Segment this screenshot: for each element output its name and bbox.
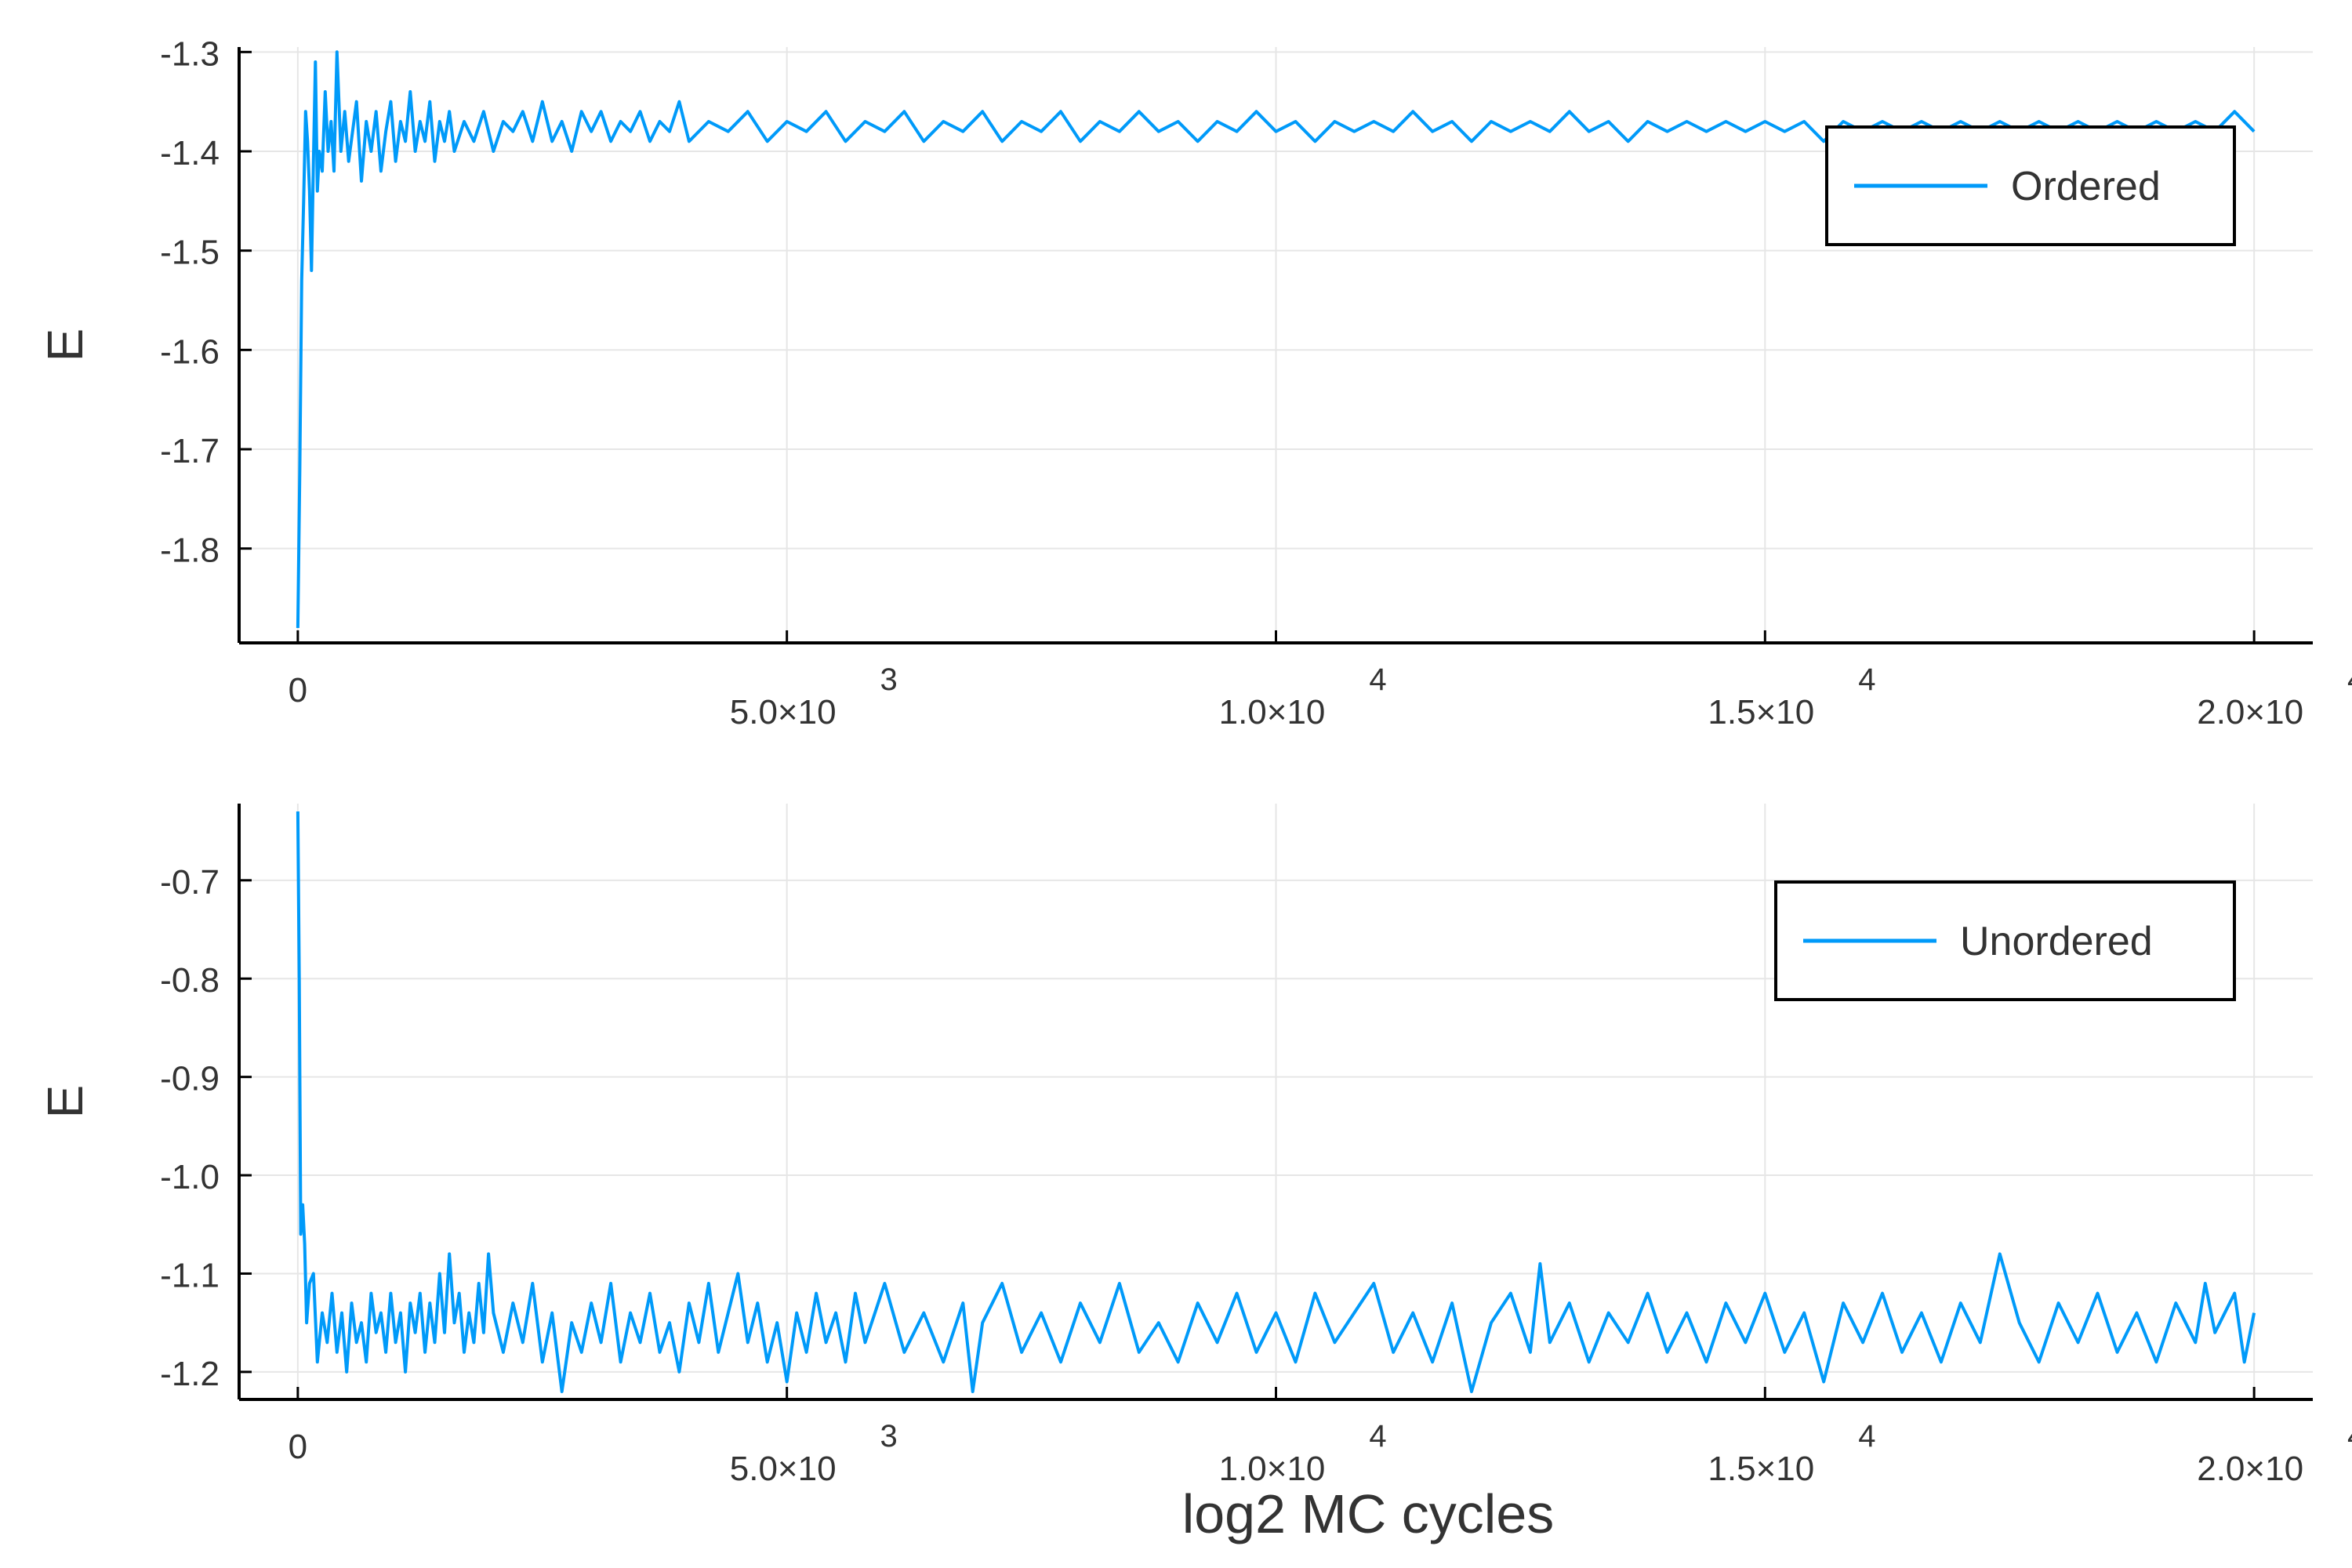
x-tick-exponent: 4 [1858, 662, 1875, 697]
y-tick-label: -0.8 [160, 961, 220, 1000]
x-tick-exponent: 4 [2347, 662, 2352, 697]
y-tick-label: -1.5 [160, 234, 220, 272]
y-tick-label: -1.1 [160, 1256, 220, 1294]
y-tick-label: -1.6 [160, 332, 220, 371]
panel-2: -0.7 -0.8 -0.9 -1.0 -1.1 -1.2 0 5.0×10 3 1.0×10 4 1… [37, 804, 2352, 1488]
x-axis-title: log2 MC cycles [1182, 1483, 1555, 1544]
x-tick-label: 2.0×10 [2197, 693, 2303, 731]
panels: -1.3 -1.4 -1.5 -1.6 -1.7 -1.8 0 5.0×10 3 1.0×10 4 1… [37, 34, 2352, 1488]
y-tick-label: -1.0 [160, 1158, 220, 1196]
x-tick-label: 1.5×10 [1708, 693, 1814, 731]
y-tick-label: -1.8 [160, 532, 220, 570]
y-tick-label: -1.2 [160, 1355, 220, 1393]
x-tick-label: 1.0×10 [1219, 693, 1326, 731]
series-line-unordered [296, 811, 2256, 1393]
x-tick-label: 0 [289, 1428, 307, 1466]
y-tick-label: -1.7 [160, 432, 220, 470]
x-tick-exponent: 4 [1369, 662, 1386, 697]
x-tick-label: 5.0×10 [730, 693, 837, 731]
x-tick-exponent: 4 [1858, 1419, 1875, 1454]
x-tick-label: 1.0×10 [1219, 1450, 1326, 1488]
y-tick-label: -1.4 [160, 134, 220, 172]
y-tick-label: -0.7 [160, 863, 220, 902]
y-tick-label: -0.9 [160, 1060, 220, 1098]
y-axis-title: E [37, 1085, 93, 1119]
x-tick-exponent: 4 [1369, 1419, 1386, 1454]
panel-1: -1.3 -1.4 -1.5 -1.6 -1.7 -1.8 0 5.0×10 3 1.0×10 4 1… [37, 34, 2352, 731]
x-tick-label: 5.0×10 [730, 1450, 837, 1488]
legend-label: Unordered [1960, 919, 2153, 964]
series-line-ordered [296, 50, 2256, 629]
x-tick-label: 2.0×10 [2197, 1450, 2303, 1488]
x-tick-label: 0 [289, 671, 307, 710]
x-tick-exponent: 3 [880, 1419, 898, 1454]
legend-label: Ordered [2011, 164, 2161, 209]
y-axis-title: E [37, 328, 93, 362]
y-tick-label: -1.3 [160, 34, 220, 73]
x-tick-label: 1.5×10 [1708, 1450, 1814, 1488]
x-tick-exponent: 3 [880, 662, 898, 697]
x-tick-exponent: 4 [2347, 1419, 2352, 1454]
